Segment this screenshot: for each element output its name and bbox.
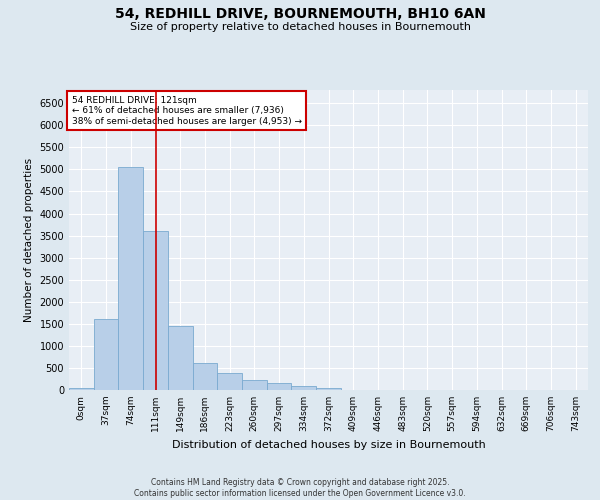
Bar bbox=[193, 362, 217, 390]
Y-axis label: Number of detached properties: Number of detached properties bbox=[24, 158, 34, 322]
Bar bbox=[217, 373, 242, 390]
Bar bbox=[292, 386, 316, 390]
Text: 54, REDHILL DRIVE, BOURNEMOUTH, BH10 6AN: 54, REDHILL DRIVE, BOURNEMOUTH, BH10 6AN bbox=[115, 8, 485, 22]
Bar bbox=[94, 320, 118, 390]
Bar bbox=[143, 231, 168, 390]
Bar bbox=[168, 326, 193, 390]
Bar bbox=[242, 380, 267, 390]
Text: 54 REDHILL DRIVE: 121sqm
← 61% of detached houses are smaller (7,936)
38% of sem: 54 REDHILL DRIVE: 121sqm ← 61% of detach… bbox=[71, 96, 302, 126]
Bar bbox=[118, 167, 143, 390]
Text: Size of property relative to detached houses in Bournemouth: Size of property relative to detached ho… bbox=[130, 22, 470, 32]
Bar bbox=[69, 388, 94, 390]
X-axis label: Distribution of detached houses by size in Bournemouth: Distribution of detached houses by size … bbox=[172, 440, 485, 450]
Text: Contains HM Land Registry data © Crown copyright and database right 2025.
Contai: Contains HM Land Registry data © Crown c… bbox=[134, 478, 466, 498]
Bar bbox=[316, 388, 341, 390]
Bar bbox=[267, 382, 292, 390]
